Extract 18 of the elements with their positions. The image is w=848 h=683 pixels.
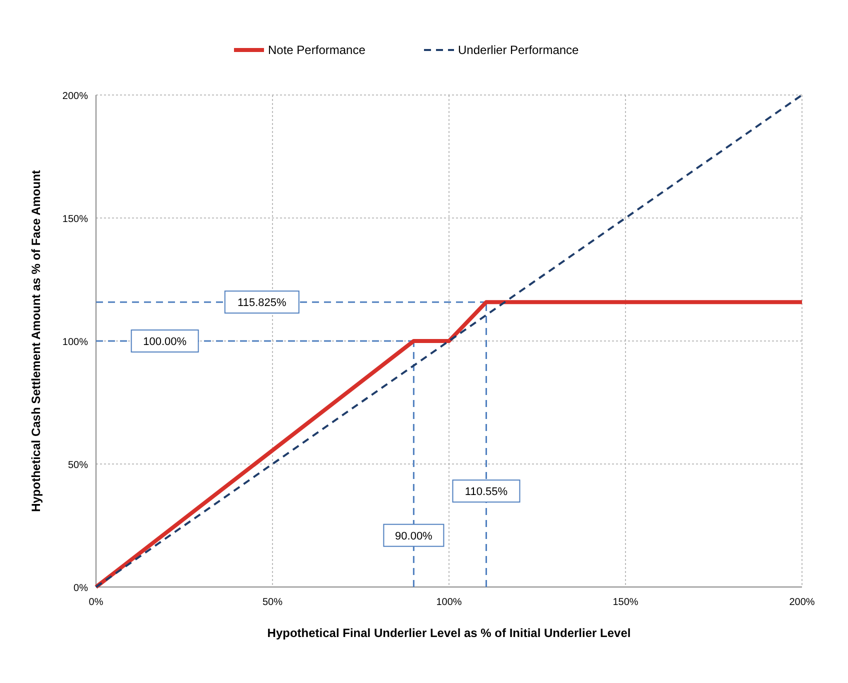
annotation: 90.00% <box>395 530 433 542</box>
y-axis-title: Hypothetical Cash Settlement Amount as % of Face Amount <box>29 170 43 512</box>
annotation: 100.00% <box>143 336 187 348</box>
legend-label: Note Performance <box>268 43 366 57</box>
x-tick-label: 50% <box>262 597 283 608</box>
y-tick-label: 0% <box>74 583 88 594</box>
y-tick-label: 200% <box>62 91 88 102</box>
x-tick-label: 150% <box>612 597 638 608</box>
annotation: 115.825% <box>238 297 286 310</box>
x-tick-label: 200% <box>789 597 815 608</box>
y-tick-label: 150% <box>62 214 88 225</box>
x-tick-label: 0% <box>88 597 104 608</box>
annotation: 110.55% <box>464 486 508 498</box>
x-axis-title: Hypothetical Final Underlier Level as % of Initial Underlier Level <box>267 626 631 640</box>
y-tick-label: 50% <box>68 460 88 471</box>
legend-label: Underlier Performance <box>458 43 580 57</box>
y-tick-label: 100% <box>62 337 88 348</box>
x-tick-label: 100% <box>436 597 462 608</box>
